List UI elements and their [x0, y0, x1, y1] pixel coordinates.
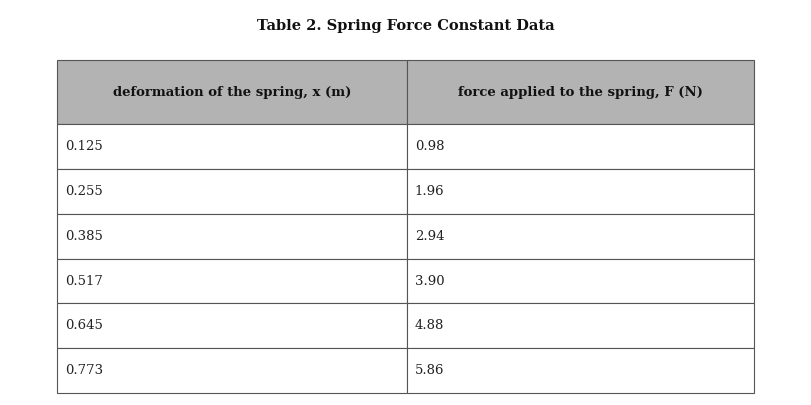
Text: 5.86: 5.86	[415, 364, 444, 377]
Bar	[407, 303, 754, 348]
Bar	[57, 60, 407, 124]
Text: 2.94: 2.94	[415, 230, 444, 243]
Text: 0.773: 0.773	[65, 364, 103, 377]
Text: Table 2. Spring Force Constant Data: Table 2. Spring Force Constant Data	[257, 19, 554, 33]
Text: 0.255: 0.255	[65, 185, 103, 198]
Bar	[407, 348, 754, 393]
Text: deformation of the spring, x (m): deformation of the spring, x (m)	[113, 85, 351, 98]
Bar	[57, 348, 407, 393]
Text: 0.125: 0.125	[65, 140, 103, 153]
Text: 0.98: 0.98	[415, 140, 444, 153]
Bar	[407, 60, 754, 124]
Bar	[407, 124, 754, 169]
Text: 0.385: 0.385	[65, 230, 103, 243]
Text: force applied to the spring, F (N): force applied to the spring, F (N)	[458, 85, 703, 98]
Text: 0.517: 0.517	[65, 275, 103, 288]
Text: 3.90: 3.90	[415, 275, 444, 288]
Bar	[57, 259, 407, 303]
Bar	[57, 303, 407, 348]
Bar	[57, 169, 407, 214]
Bar	[57, 214, 407, 259]
Bar	[407, 169, 754, 214]
Text: 0.645: 0.645	[65, 319, 103, 333]
Text: 4.88: 4.88	[415, 319, 444, 333]
Bar	[407, 214, 754, 259]
Bar	[57, 124, 407, 169]
Bar	[407, 259, 754, 303]
Text: 1.96: 1.96	[415, 185, 444, 198]
